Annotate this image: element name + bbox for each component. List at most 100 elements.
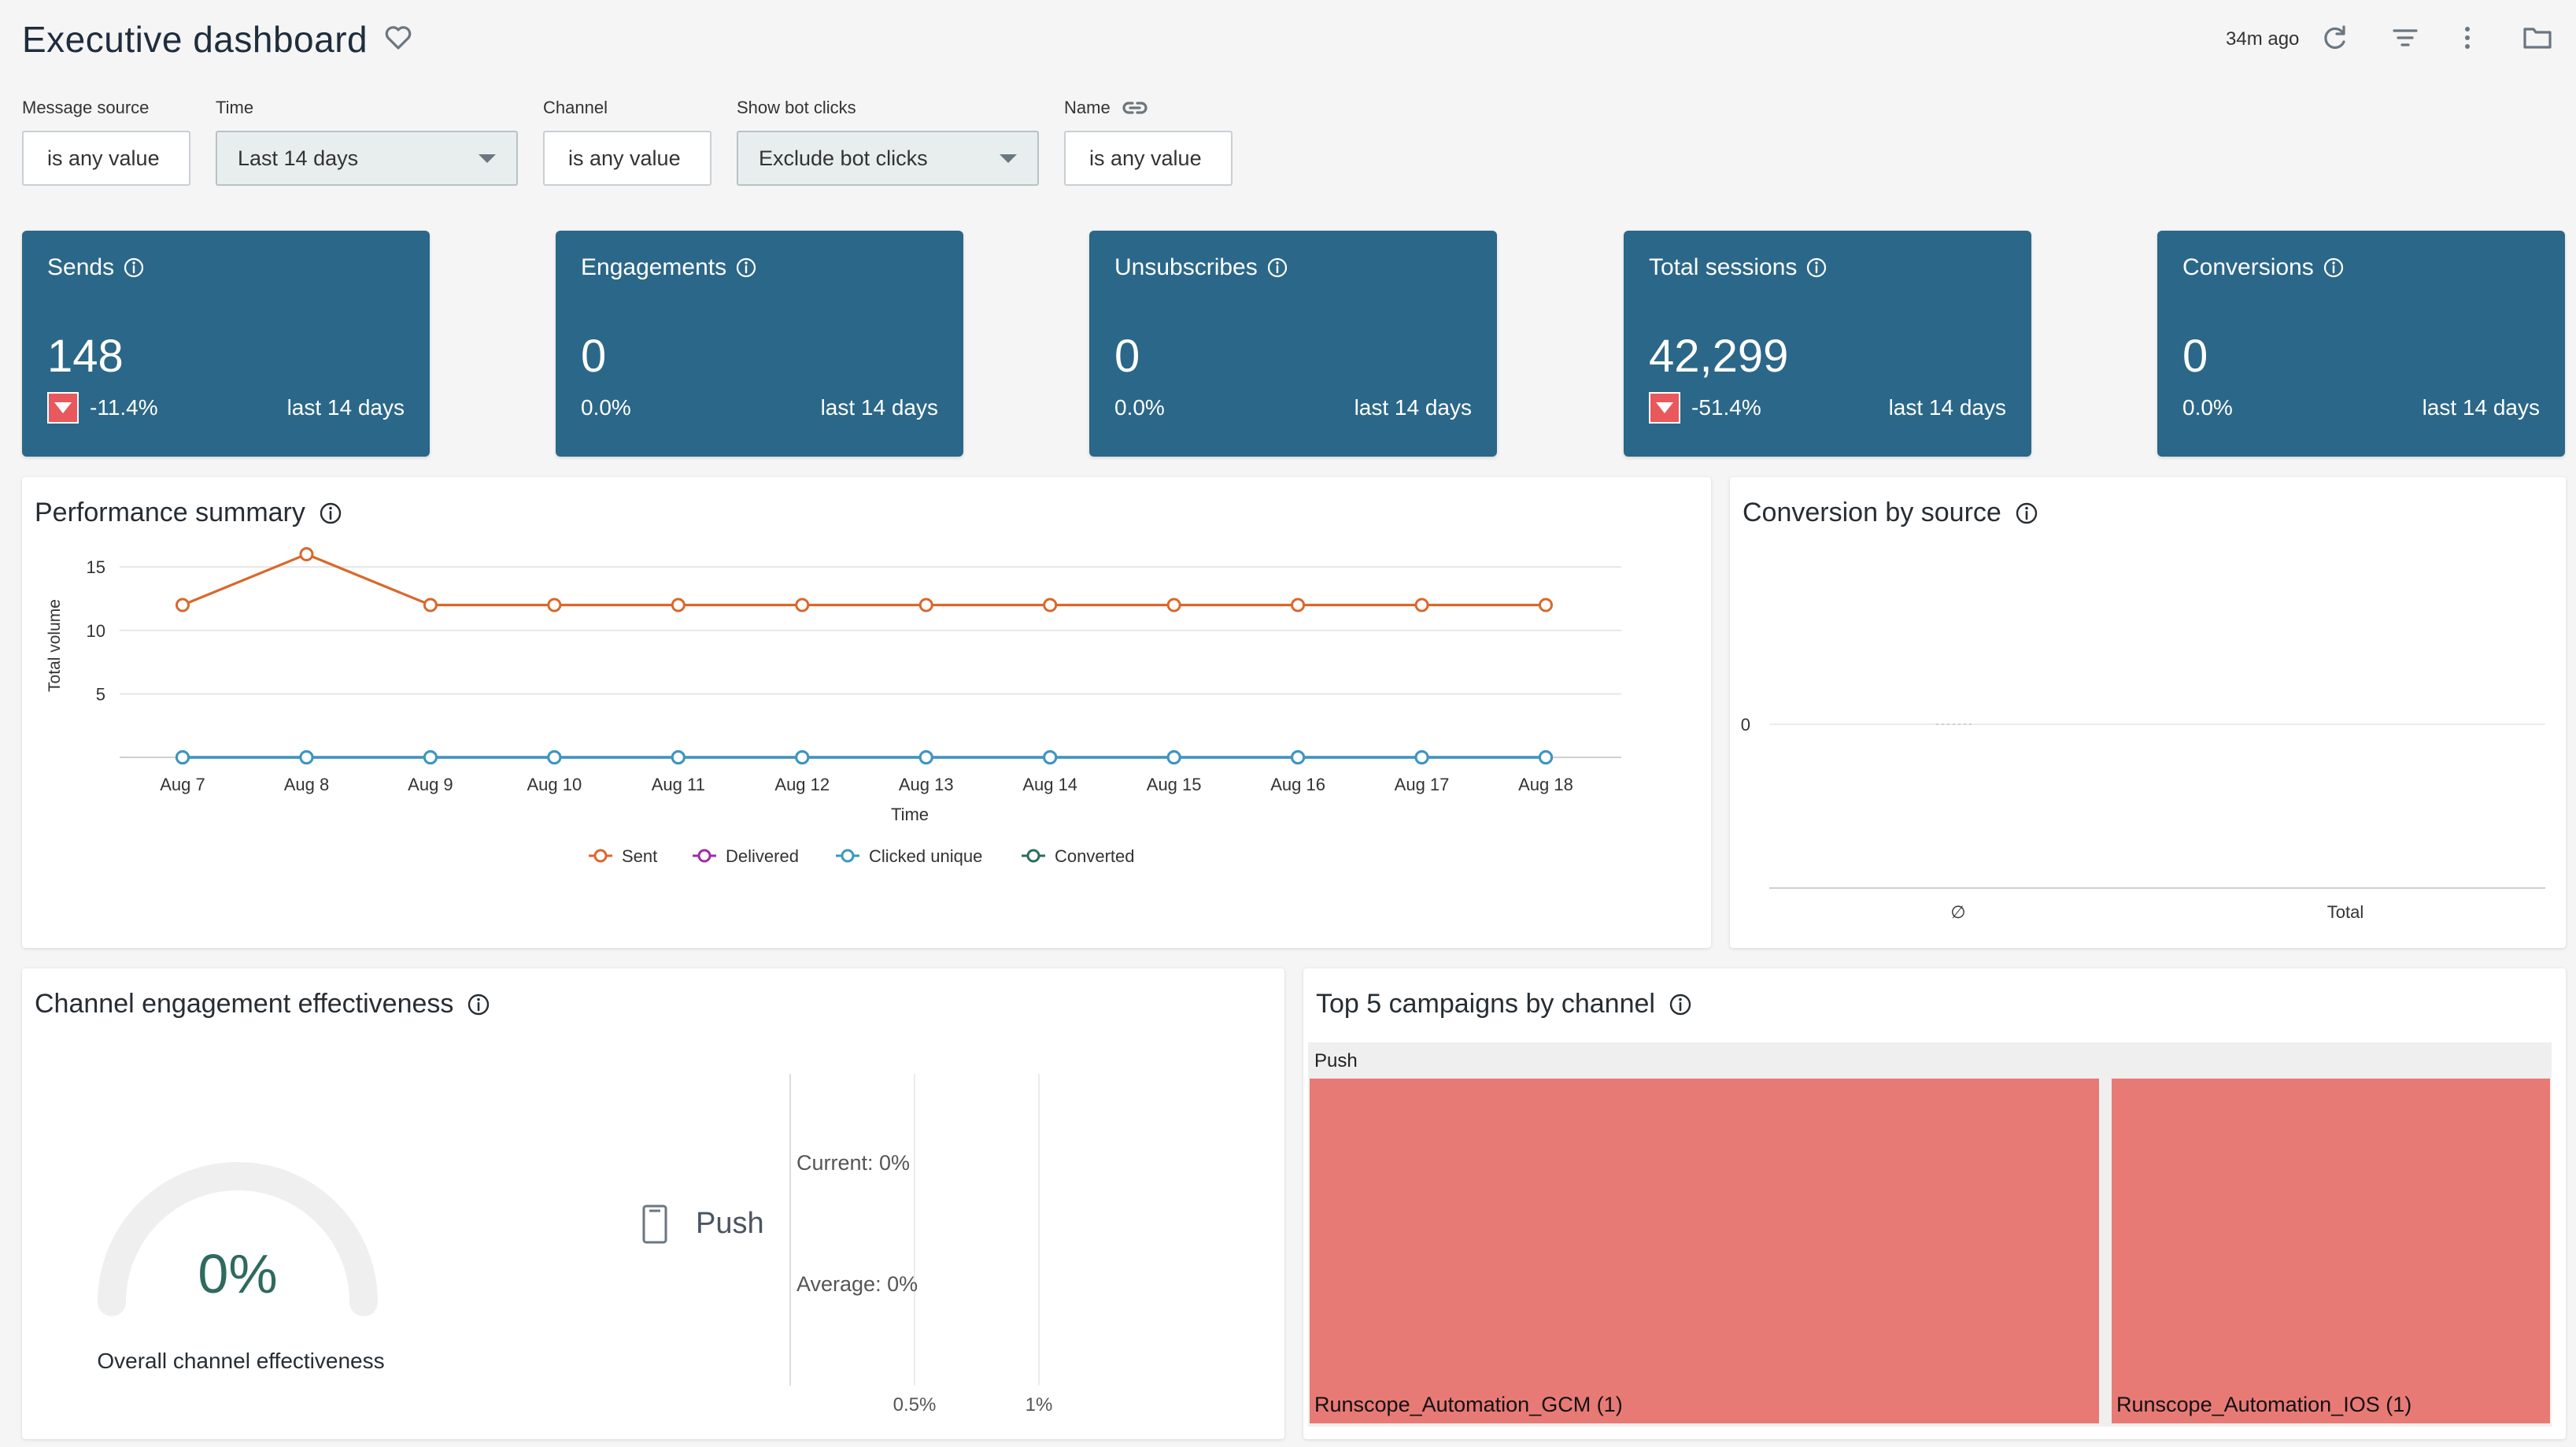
kpi-tile-unsubscribes[interactable]: Unsubscribes 0 0.0% last 14 days [1089,231,1497,457]
data-point[interactable] [1043,750,1058,764]
data-point[interactable] [1291,598,1306,612]
kpi-title-text: Engagements [581,254,727,280]
y-tick-label: 10 [87,621,105,641]
legend-marker [1026,849,1040,863]
chevron-down-icon [479,154,496,163]
data-point[interactable] [918,750,933,764]
refresh-icon[interactable] [2318,20,2352,55]
info-icon[interactable] [2014,501,2039,526]
kpi-value: 0 [1114,331,1140,382]
info-icon[interactable] [734,256,758,279]
gauge-label: Overall channel effectiveness [97,1349,384,1373]
kpi-change: 0.0% [1114,395,1165,420]
kpi-footer: -11.4% last 14 days [47,392,405,424]
kpi-title-text: Sends [47,254,115,280]
info-icon[interactable] [1668,992,1693,1017]
x-tick-label: Aug 14 [1022,775,1077,794]
data-point[interactable] [918,598,933,612]
kpi-tile-engagements[interactable]: Engagements 0 0.0% last 14 days [556,231,963,457]
x-tick-label: Total [2327,902,2363,922]
kpi-footer: 0.0% last 14 days [1114,392,1472,424]
legend-item-converted[interactable]: Converted [1022,846,1135,866]
data-point[interactable] [299,750,314,764]
folder-icon[interactable] [2520,20,2555,55]
data-point[interactable] [795,750,810,764]
arrow-down-icon [47,392,79,424]
x-tick-label: Aug 10 [527,775,582,794]
treemap-cell-label: Runscope_Automation_GCM (1) [1314,1393,1623,1416]
kpi-value: 42,299 [1649,331,1789,382]
filter-value: Last 14 days [238,146,359,170]
heart-icon[interactable] [383,22,414,54]
data-point[interactable] [1539,598,1553,612]
info-icon[interactable] [1805,256,1828,279]
data-point[interactable] [547,598,562,612]
treemap-cell[interactable]: Runscope_Automation_IOS (1) [2112,1079,2550,1423]
message-source-filter[interactable]: is any value [22,131,190,186]
panel-title: Conversion by source [1743,498,2039,528]
y-axis-label: Total volume [46,599,64,692]
gauge-track [98,1162,378,1316]
treemap-cell[interactable]: Runscope_Automation_GCM (1) [1310,1079,2099,1423]
filter-value: is any value [568,146,681,170]
data-point[interactable] [176,598,190,612]
data-point[interactable] [1291,750,1306,764]
y-tick-label: 15 [87,557,105,577]
x-axis-label: Time [891,805,929,824]
name-filter[interactable]: is any value [1064,131,1233,186]
filter-icon[interactable] [2388,20,2423,55]
legend-item-sent[interactable]: Sent [589,846,657,866]
legend-item-delivered[interactable]: Delivered [693,846,799,866]
x-tick-label: Aug 18 [1518,775,1573,794]
kpi-value: 0 [581,331,607,382]
time-filter-select[interactable]: Last 14 days [216,131,518,186]
top-campaigns-panel: Top 5 campaigns by channel Push Runscope… [1303,968,2566,1439]
data-point[interactable] [299,547,314,561]
page-title: Executive dashboard [22,19,368,60]
chevron-down-icon [1000,154,1017,163]
info-icon[interactable] [122,256,146,279]
data-point[interactable] [671,598,686,612]
data-point[interactable] [671,750,686,764]
data-point[interactable] [1043,598,1058,612]
x-tick-label: Aug 15 [1147,775,1202,794]
data-point[interactable] [1166,750,1181,764]
data-point[interactable] [423,598,438,612]
panel-title-text: Conversion by source [1743,498,2001,527]
panel-title: Channel engagement effectiveness [35,989,491,1020]
data-point[interactable] [547,750,562,764]
data-point[interactable] [1414,598,1429,612]
channel-filter[interactable]: is any value [543,131,711,186]
info-icon[interactable] [1266,256,1289,279]
x-tick-label: ∅ [1950,902,1965,922]
arrow-down-icon [1649,392,1680,424]
average-value: Average: 0% [796,1272,918,1296]
filter-label-text: Name [1064,98,1111,117]
info-icon[interactable] [2322,256,2345,279]
x-tick-label: Aug 8 [284,775,330,794]
conversion-bar-chart: 0 ∅ Total [1741,715,2545,922]
data-point[interactable] [423,750,438,764]
more-vertical-icon[interactable] [2450,20,2485,55]
data-point[interactable] [176,750,190,764]
kpi-tile-total-sessions[interactable]: Total sessions 42,299 -51.4% last 14 days [1624,231,2031,457]
data-point[interactable] [795,598,810,612]
kpi-title-text: Unsubscribes [1114,254,1258,280]
x-tick-label: 0.5% [893,1394,937,1416]
filter-label-name: Name [1064,98,1148,118]
x-tick-label: Aug 11 [652,775,705,794]
kpi-tile-sends[interactable]: Sends 148 -11.4% last 14 days [22,231,430,457]
kpi-title-text: Total sessions [1649,254,1798,280]
info-icon[interactable] [466,992,491,1017]
link-icon[interactable] [1122,99,1148,117]
kpi-tile-conversions[interactable]: Conversions 0 0.0% last 14 days [2157,231,2565,457]
data-point[interactable] [1166,598,1181,612]
filter-label-bot-clicks: Show bot clicks [737,98,856,117]
info-icon[interactable] [318,501,343,526]
data-point[interactable] [1539,750,1553,764]
kpi-period: last 14 days [1888,395,2006,420]
bot-clicks-filter-select[interactable]: Exclude bot clicks [737,131,1039,186]
data-point[interactable] [1414,750,1429,764]
legend-item-clicked-unique[interactable]: Clicked unique [836,846,982,866]
x-tick-label: Aug 7 [160,775,205,794]
